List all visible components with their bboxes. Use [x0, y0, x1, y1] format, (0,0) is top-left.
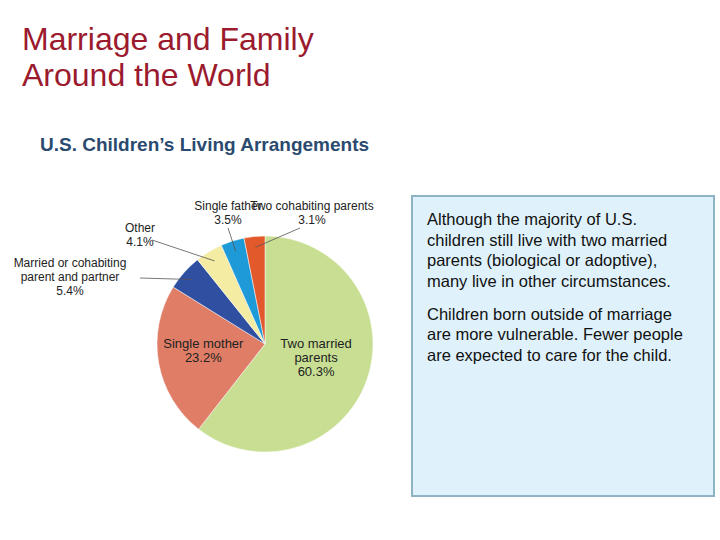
html-text:Although the majority of U.S.: Although the majority of U.S. children s… — [427, 210, 671, 290]
svg-text:Two cohabiting parents3.1%: Two cohabiting parents3.1% — [250, 199, 373, 227]
svg-text:Single mother23.2%: Single mother23.2% — [163, 336, 244, 365]
html-text:3.5%: 3.5% — [214, 213, 242, 227]
svg-text:Married or cohabitingparent an: Married or cohabitingparent and partner5… — [14, 256, 127, 298]
html-text:U.S. Children’s Living Arrange: U.S. Children’s Living Arrangements — [40, 134, 369, 155]
svg-text:Other4.1%: Other4.1% — [125, 221, 155, 249]
html-text:Single father: Single father — [194, 199, 262, 213]
html-text:Marriage and Family Around the: Marriage and Family Around the World — [22, 21, 314, 93]
svg-text:Two marriedparents60.3%: Two marriedparents60.3% — [280, 336, 352, 379]
html-text:Children born outside of marri: Children born outside of marriage are mo… — [427, 304, 683, 364]
